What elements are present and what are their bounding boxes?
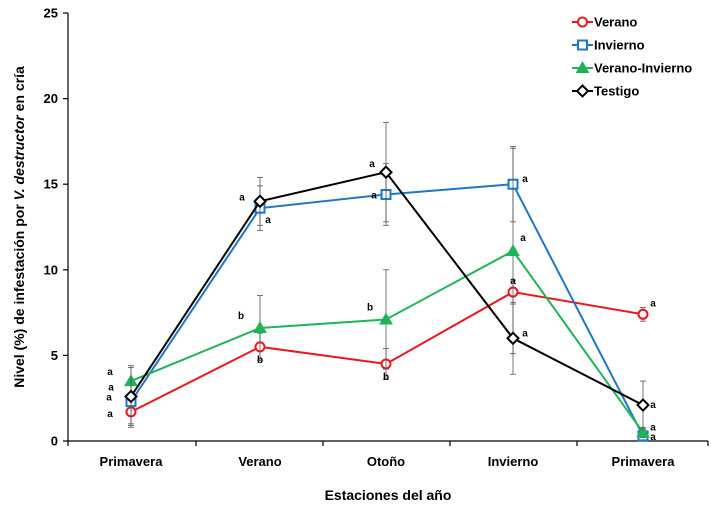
y-tick-label: 15 — [44, 177, 58, 192]
significance-label: a — [520, 233, 526, 244]
significance-label: a — [265, 215, 271, 226]
marker-circle — [577, 16, 588, 28]
x-tick-label: Otoño — [367, 454, 405, 469]
significance-label: a — [239, 192, 245, 203]
significance-label: b — [367, 302, 373, 313]
marker-circle — [637, 308, 649, 320]
series-layer: abbaaaaaaaabbaaaaaaa — [106, 122, 656, 443]
y-tick-label: 25 — [44, 6, 58, 21]
legend-item: Testigo — [572, 84, 639, 99]
significance-label: b — [238, 311, 244, 322]
y-tick-label: 20 — [44, 91, 58, 106]
legend-item: Verano — [572, 15, 637, 30]
series-line — [130, 249, 644, 434]
y-axis-title-part-3: en cría — [11, 66, 27, 115]
legend-item: Verano-Invierno — [572, 61, 692, 76]
significance-label: a — [650, 432, 656, 443]
significance-label: a — [522, 328, 528, 339]
significance-label: a — [369, 159, 375, 170]
y-axis-title-part-1: Nivel (%) de infestación por — [11, 200, 27, 387]
significance-label: a — [650, 422, 656, 433]
x-tick-label: Primavera — [100, 454, 164, 469]
significance-label: a — [650, 298, 656, 309]
series-line — [130, 291, 644, 413]
marker-triangle — [506, 243, 520, 256]
legend-item: Invierno — [572, 38, 645, 53]
legend-label: Invierno — [594, 38, 645, 53]
legend-label: Verano-Invierno — [594, 61, 692, 76]
y-axis-title-species: V. destructor — [11, 114, 27, 201]
marker-diamond — [636, 398, 650, 412]
marker-diamond — [506, 331, 520, 346]
marker-diamond — [253, 194, 267, 209]
x-tick-label: Invierno — [488, 454, 539, 469]
legend-label: Verano — [594, 15, 637, 30]
x-ticks: Primavera Verano Otoño Invierno Primavera — [67, 441, 709, 469]
x-axis-title: Estaciones del año — [325, 487, 452, 503]
axes — [67, 13, 708, 442]
significance-label: a — [371, 190, 377, 201]
y-tick-label: 5 — [51, 348, 58, 363]
marker-triangle — [253, 321, 267, 334]
significance-label: a — [106, 393, 112, 404]
x-tick-label: Verano — [238, 454, 281, 469]
marker-triangle — [636, 425, 650, 438]
significance-label: a — [108, 382, 114, 393]
marker-triangle — [575, 60, 590, 73]
significance-label: b — [383, 372, 389, 383]
marker-diamond — [124, 389, 138, 404]
significance-label: a — [107, 367, 113, 378]
significance-label: a — [107, 409, 113, 420]
y-tick-label: 10 — [44, 262, 58, 277]
significance-label: a — [650, 400, 656, 411]
y-tick-label: 0 — [51, 434, 58, 449]
marker-diamond — [379, 165, 393, 180]
marker-triangle — [379, 312, 393, 325]
x-tick-label: Primavera — [612, 454, 676, 469]
significance-label: a — [522, 174, 528, 185]
marker-diamond — [575, 84, 590, 98]
marker-square — [577, 39, 588, 51]
legend: Verano Invierno Verano-Invierno Testigo — [572, 15, 692, 99]
y-ticks: 0 5 10 15 20 25 — [44, 6, 68, 449]
legend-label: Testigo — [594, 84, 639, 99]
y-axis-title: Nivel (%) de infestación por V. destruct… — [11, 66, 27, 388]
